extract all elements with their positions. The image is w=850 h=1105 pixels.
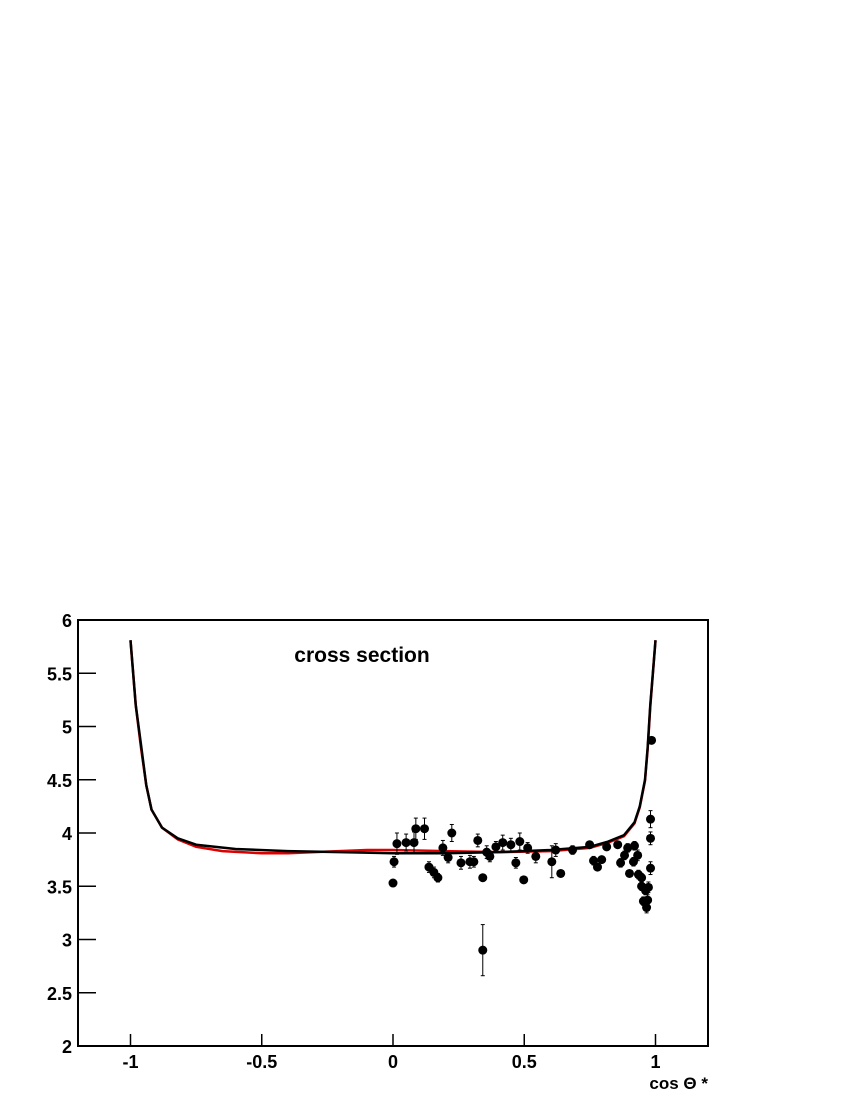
- data-point: [602, 842, 612, 852]
- data-point: [469, 857, 479, 867]
- data-point: [620, 850, 630, 860]
- data-point: [630, 841, 639, 851]
- data-point: [420, 824, 429, 834]
- data-point: [585, 840, 595, 850]
- plot-frame: [77, 619, 709, 1047]
- data-point: [389, 857, 399, 867]
- data-point: [456, 858, 466, 868]
- x-tick-label: 1: [650, 1052, 660, 1072]
- data-point: [643, 882, 653, 892]
- data-point: [401, 838, 411, 848]
- y-tick-label: 5.5: [47, 664, 72, 684]
- data-point: [515, 837, 525, 847]
- data-point: [498, 838, 508, 848]
- data-point: [478, 873, 488, 883]
- data-point: [623, 843, 633, 853]
- data-point: [523, 843, 533, 853]
- data-point: [633, 850, 643, 860]
- data-point: [547, 857, 557, 867]
- x-tick-label: 0.5: [512, 1052, 537, 1072]
- data-point: [637, 873, 647, 883]
- data-point: [511, 858, 521, 868]
- data-point: [551, 845, 561, 855]
- data-point: [568, 845, 578, 855]
- data-point: [473, 835, 483, 845]
- data-point: [491, 842, 501, 852]
- data-point: [388, 878, 398, 888]
- data-point: [531, 851, 541, 861]
- y-tick-label: 2: [62, 1037, 72, 1057]
- data-point: [616, 858, 626, 868]
- data-point: [646, 833, 656, 843]
- data-point: [433, 873, 443, 883]
- data-point: [485, 851, 495, 861]
- x-tick-label: -0.5: [246, 1052, 277, 1072]
- data-point: [647, 735, 657, 745]
- data-point: [506, 840, 516, 850]
- y-tick-label: 2.5: [47, 984, 72, 1004]
- y-tick-label: 3.5: [47, 877, 72, 897]
- y-tick-label: 3: [62, 931, 72, 951]
- y-tick-label: 4: [62, 824, 72, 844]
- data-point: [625, 868, 635, 878]
- y-tick-label: 6: [62, 611, 72, 631]
- curve: [129, 640, 657, 855]
- data-point: [438, 843, 448, 853]
- data-point: [478, 945, 488, 955]
- x-axis-label: cos Θ *: [649, 1074, 708, 1093]
- data-point: [592, 862, 602, 872]
- data-point: [409, 838, 419, 848]
- chart-title: cross section: [294, 644, 429, 667]
- data-point: [613, 840, 623, 850]
- y-tick-label: 4.5: [47, 771, 72, 791]
- data-point: [556, 868, 566, 878]
- data-point: [411, 824, 421, 834]
- x-tick-label: -1: [122, 1052, 138, 1072]
- curve: [129, 640, 657, 855]
- data-point: [597, 855, 607, 865]
- data-point: [392, 839, 402, 849]
- data-point: [628, 857, 638, 867]
- data-point: [643, 895, 653, 905]
- data-point: [646, 814, 656, 824]
- data-point: [519, 875, 529, 885]
- data-point: [646, 863, 656, 873]
- data-point: [443, 852, 453, 862]
- data-point: [447, 828, 457, 838]
- x-tick-label: 0: [388, 1052, 398, 1072]
- y-tick-label: 5: [62, 718, 72, 738]
